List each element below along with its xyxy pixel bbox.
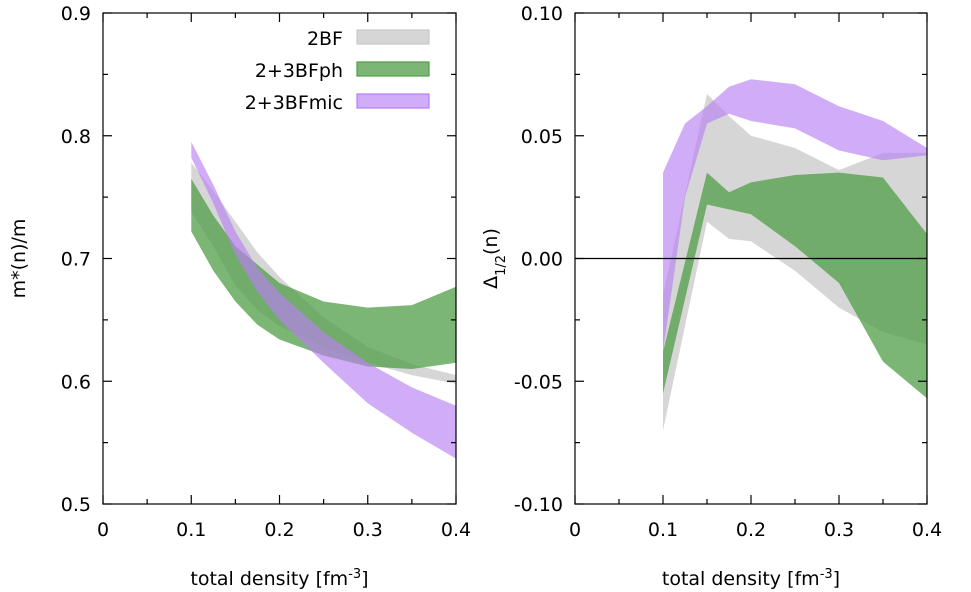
effective-mass-y-axis-label: m*(n)/m [8, 219, 30, 299]
x-tick-label: 0.3 [353, 519, 383, 541]
x-tick-label: 0.3 [824, 519, 854, 541]
legend-swatch-2plus3bfph [356, 61, 430, 77]
legend-swatch-2plus3bfmic [356, 93, 430, 109]
pairing-gap-y-axis-label: Δ1/2(n) [480, 228, 509, 289]
effective-mass-ticks [102, 12, 457, 505]
effective-mass-panel: 0 0.1 0.2 0.3 0.4 0.5 0.6 0.7 0.8 0.9 total densi… [8, 3, 471, 590]
effective-mass-plot-frame [102, 12, 457, 505]
effective-mass-tick-labels: 0 0.1 0.2 0.3 0.4 0.5 0.6 0.7 0.8 0.9 [61, 3, 471, 541]
x-tick-label: 0.2 [264, 519, 294, 541]
x-tick-label: 0 [97, 519, 109, 541]
y-tick-label: 0.8 [61, 126, 91, 148]
effective-mass-x-axis-label: total density [fm-3] [190, 567, 368, 591]
y-tick-label: 0.10 [521, 3, 563, 25]
legend-swatch-2bf [356, 29, 430, 45]
legend: 2BF 2+3BFph 2+3BFmic [245, 28, 430, 114]
y-tick-label: 0.00 [521, 249, 563, 271]
y-tick-label: -0.05 [514, 371, 563, 393]
y-tick-label: 0.9 [61, 3, 91, 25]
pairing-gap-x-axis-label: total density [fm-3] [662, 567, 840, 591]
pairing-gap-panel: 0 0.1 0.2 0.3 0.4 -0.10 -0.05 0.00 0.05 0.10 tota… [480, 3, 942, 590]
y-tick-label: 0.05 [521, 126, 563, 148]
x-tick-label: 0.1 [176, 519, 206, 541]
y-tick-label: 0.6 [61, 371, 91, 393]
legend-label-2bf: 2BF [307, 28, 343, 50]
x-tick-label: 0.2 [736, 519, 766, 541]
pairing-gap-tick-labels: 0 0.1 0.2 0.3 0.4 -0.10 -0.05 0.00 0.05 0.10 [514, 3, 942, 541]
effective-mass-bands [191, 141, 457, 459]
y-tick-label: -0.10 [514, 494, 563, 516]
band-2plus3bfph [663, 172, 927, 399]
legend-label-2plus3bfmic: 2+3BFmic [245, 92, 343, 114]
band-2plus3bfmic [663, 79, 927, 352]
x-tick-label: 0.4 [912, 519, 942, 541]
y-tick-label: 0.7 [61, 249, 91, 271]
x-tick-label: 0 [569, 519, 581, 541]
band-2plus3bfph [191, 178, 457, 369]
x-tick-label: 0.1 [648, 519, 678, 541]
band-2plus3bfmic [191, 141, 457, 459]
x-tick-label: 0.4 [441, 519, 471, 541]
pairing-gap-bands [663, 79, 927, 431]
legend-label-2plus3bfph: 2+3BFph [255, 60, 343, 82]
y-tick-label: 0.5 [61, 494, 91, 516]
pairing-gap-ticks [574, 12, 928, 505]
